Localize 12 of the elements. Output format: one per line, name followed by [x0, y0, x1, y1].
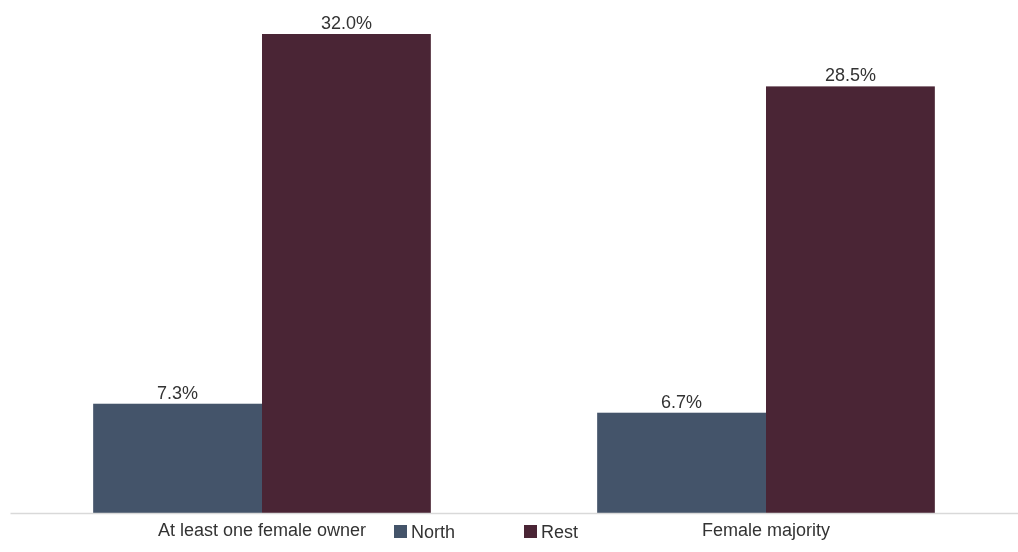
legend-label: North: [411, 522, 456, 542]
bar: [766, 86, 935, 513]
data-label: 7.3%: [157, 382, 199, 403]
bar: [93, 403, 262, 513]
x-tick-label: At least one female owner: [157, 519, 367, 540]
bar: [597, 412, 766, 513]
data-label: 32.0%: [320, 13, 372, 33]
data-label: 28.5%: [824, 65, 876, 86]
data-label: 6.7%: [661, 391, 703, 412]
x-tick-label: Female majority: [701, 519, 831, 540]
legend-label: Rest: [541, 522, 579, 542]
bar: [262, 34, 431, 513]
